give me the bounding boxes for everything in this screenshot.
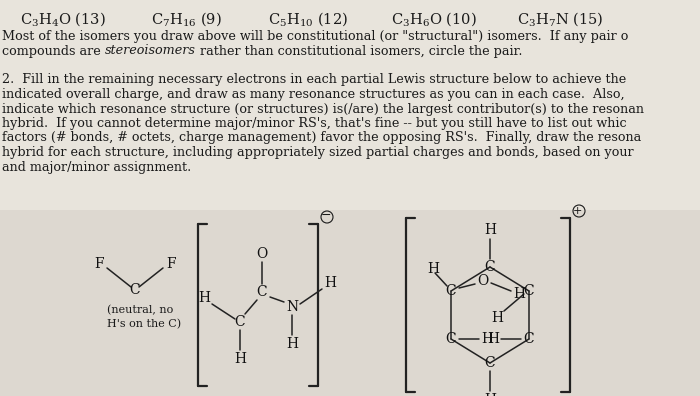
- Text: compounds are: compounds are: [2, 44, 105, 57]
- Text: H: H: [324, 276, 336, 290]
- Text: Most of the isomers you draw above will be constitutional (or "structural") isom: Most of the isomers you draw above will …: [2, 30, 629, 43]
- Text: rather than constitutional isomers, circle the pair.: rather than constitutional isomers, circ…: [195, 44, 522, 57]
- Text: H: H: [484, 393, 496, 396]
- Text: H: H: [487, 332, 499, 346]
- Text: H: H: [427, 262, 439, 276]
- Text: H: H: [198, 291, 210, 305]
- Text: O: O: [477, 274, 489, 288]
- Text: H: H: [481, 332, 493, 346]
- Text: hybrid for each structure, including appropriately sized partial charges and bon: hybrid for each structure, including app…: [2, 146, 634, 159]
- Text: 2.  Fill in the remaining necessary electrons in each partial Lewis structure be: 2. Fill in the remaining necessary elect…: [2, 74, 626, 86]
- Text: H: H: [513, 287, 525, 301]
- Text: N: N: [286, 300, 298, 314]
- Text: F: F: [94, 257, 104, 271]
- Text: C: C: [484, 356, 496, 370]
- Text: C$_3$H$_7$N (15): C$_3$H$_7$N (15): [517, 10, 603, 28]
- Text: H: H: [286, 337, 298, 351]
- Text: O: O: [256, 247, 267, 261]
- Text: H: H: [484, 223, 496, 237]
- Text: C: C: [257, 285, 267, 299]
- Text: C: C: [484, 260, 496, 274]
- Text: +: +: [573, 206, 582, 216]
- Text: C: C: [524, 284, 534, 298]
- Text: C: C: [130, 283, 140, 297]
- Text: C$_3$H$_6$O (10): C$_3$H$_6$O (10): [391, 10, 477, 28]
- Text: and major/minor assignment.: and major/minor assignment.: [2, 160, 191, 173]
- Text: C$_7$H$_{16}$ (9): C$_7$H$_{16}$ (9): [150, 10, 221, 28]
- Text: stereoisomers: stereoisomers: [105, 44, 195, 57]
- Text: C: C: [524, 332, 534, 346]
- Text: indicate which resonance structure (or structures) is(/are) the largest contribu: indicate which resonance structure (or s…: [2, 103, 644, 116]
- Text: (neutral, no
H's on the C): (neutral, no H's on the C): [107, 305, 181, 329]
- Text: C: C: [234, 315, 245, 329]
- Text: indicated overall charge, and draw as many resonance structures as you can in ea: indicated overall charge, and draw as ma…: [2, 88, 624, 101]
- Text: H: H: [234, 352, 246, 366]
- Text: factors (# bonds, # octets, charge management) favor the opposing RS's.  Finally: factors (# bonds, # octets, charge manag…: [2, 131, 641, 145]
- Text: F: F: [166, 257, 176, 271]
- Bar: [0, 210, 700, 396]
- Text: H: H: [491, 311, 503, 325]
- Text: C$_3$H$_4$O (13): C$_3$H$_4$O (13): [20, 10, 106, 28]
- Text: C: C: [446, 284, 456, 298]
- Text: C$_5$H$_{10}$ (12): C$_5$H$_{10}$ (12): [268, 10, 348, 28]
- Text: −: −: [321, 209, 332, 222]
- Text: hybrid.  If you cannot determine major/minor RS's, that's fine -- but you still : hybrid. If you cannot determine major/mi…: [2, 117, 626, 130]
- Text: C: C: [446, 332, 456, 346]
